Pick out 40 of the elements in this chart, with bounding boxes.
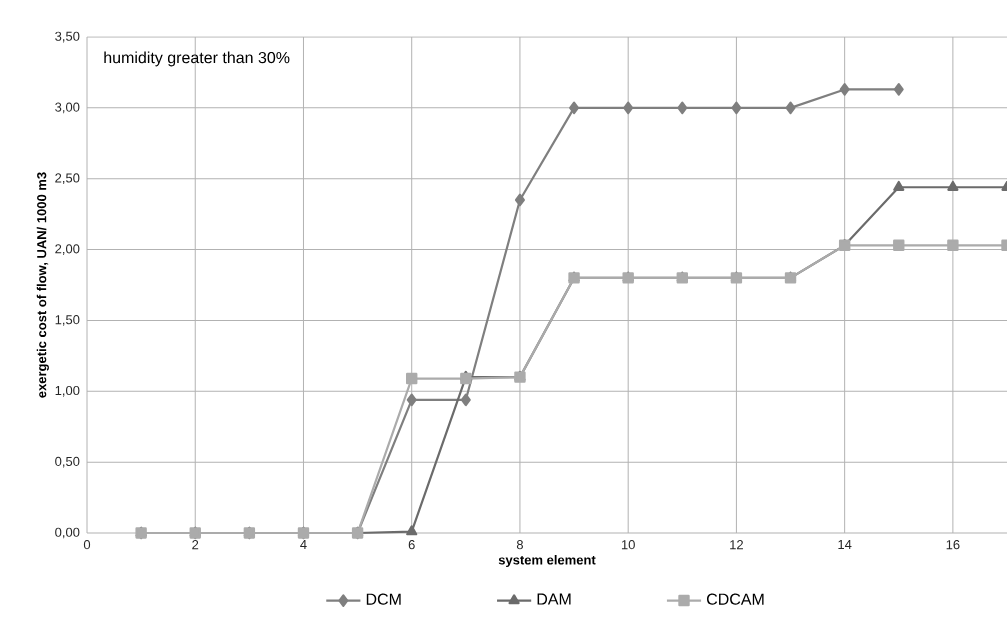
point [893,180,905,191]
x-tick-label: 4 [300,540,307,550]
y-tick-label: 2,00 [55,244,80,255]
point [406,525,418,536]
y-tick-label: 0,00 [55,527,80,539]
point [406,372,418,385]
point [785,101,796,115]
x-tick-label: 8 [516,540,523,550]
x-tick-label: 16 [946,540,960,550]
point [839,83,850,96]
point [893,83,904,96]
y-tick-label: 0,50 [55,456,80,468]
point [947,239,959,252]
x-tick-label: 0 [83,540,91,550]
annotation: humidity greater than 30% [104,51,290,67]
point [569,101,580,115]
point [947,180,959,191]
point [406,393,417,407]
point [514,193,525,207]
point [460,393,471,407]
point [731,101,742,115]
y-tick-label: 1,50 [55,315,80,326]
y-tick-label: 3,50 [55,31,80,43]
x-tick-label: 10 [621,540,635,550]
x-axis-title: system element [498,555,596,568]
x-tick-label: 12 [730,540,743,550]
legend-label: CDCAM [706,593,764,605]
legend-label: DCM [366,593,401,605]
point [460,372,472,385]
y-tick-label: 2,50 [55,173,80,185]
x-tick-label: 6 [408,540,415,550]
legend-label: DAM [537,593,571,605]
point [893,239,905,252]
point [623,101,634,115]
x-tick-label: 14 [838,540,852,550]
y-tick-label: 1,00 [55,385,80,397]
point [677,101,688,115]
y-tick-label: 3,00 [55,102,80,114]
x-tick-label: 2 [192,540,199,550]
y-axis-title: exergetic cost of flow, UAN/ 1000 m3 [36,172,49,398]
